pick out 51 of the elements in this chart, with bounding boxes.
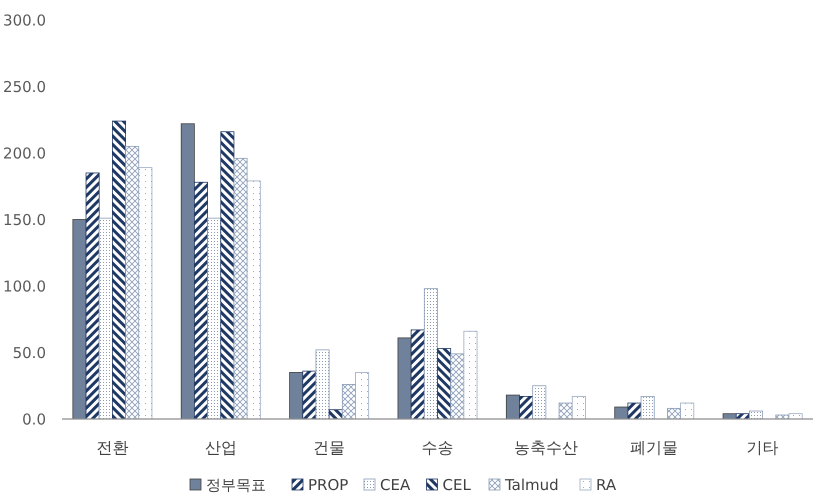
bar: [302, 370, 316, 420]
bar: [207, 218, 222, 420]
bar: [398, 337, 412, 420]
x-tick-label: 전환: [96, 438, 128, 457]
bar: [437, 348, 452, 420]
x-tick-label: 수송: [422, 438, 454, 457]
legend-label: CEA: [380, 476, 411, 494]
bar: [450, 353, 464, 420]
legend-label: 정부목표: [206, 476, 266, 494]
bar: [506, 394, 520, 420]
bar: [289, 372, 304, 420]
bar: [640, 396, 655, 420]
bar: [410, 329, 425, 420]
bar: [532, 385, 546, 420]
bar: [463, 330, 478, 420]
bar: [424, 288, 438, 420]
bar: [194, 182, 208, 420]
bar: [342, 384, 356, 420]
bar: [72, 219, 86, 420]
x-tick-label: 기타: [746, 438, 779, 457]
bar: [220, 131, 234, 420]
x-tick-label: 폐기물: [630, 438, 678, 457]
x-tick-label: 산업: [204, 438, 237, 457]
bar: [519, 396, 534, 420]
legend-label: CEL: [442, 476, 472, 494]
bar: [558, 402, 573, 420]
y-tick-label: 150.0: [3, 210, 46, 229]
bar: [246, 180, 261, 420]
bar: [180, 123, 195, 420]
bar: [86, 172, 100, 420]
bar: [112, 120, 126, 420]
bar: [680, 402, 694, 420]
y-tick-label: 250.0: [3, 78, 46, 96]
y-tick-label: 50.0: [12, 344, 46, 362]
bar: [98, 218, 113, 420]
bar: [749, 410, 764, 420]
bar: [572, 396, 586, 420]
bar: [355, 372, 370, 420]
legend-label: RA: [596, 476, 617, 494]
y-tick-label: 0.0: [22, 410, 46, 428]
y-tick-label: 100.0: [3, 277, 46, 296]
x-tick-label: 농축수산: [514, 438, 578, 457]
x-tick-label: 건물: [313, 438, 346, 457]
legend-label: PROP: [308, 476, 348, 494]
bar: [316, 349, 330, 420]
y-tick-label: 200.0: [3, 144, 46, 162]
bar: [234, 158, 248, 420]
bar: [138, 167, 152, 420]
y-tick-label: 300.0: [3, 11, 46, 30]
legend-label: Talmud: [504, 476, 559, 494]
bar: [125, 146, 140, 420]
